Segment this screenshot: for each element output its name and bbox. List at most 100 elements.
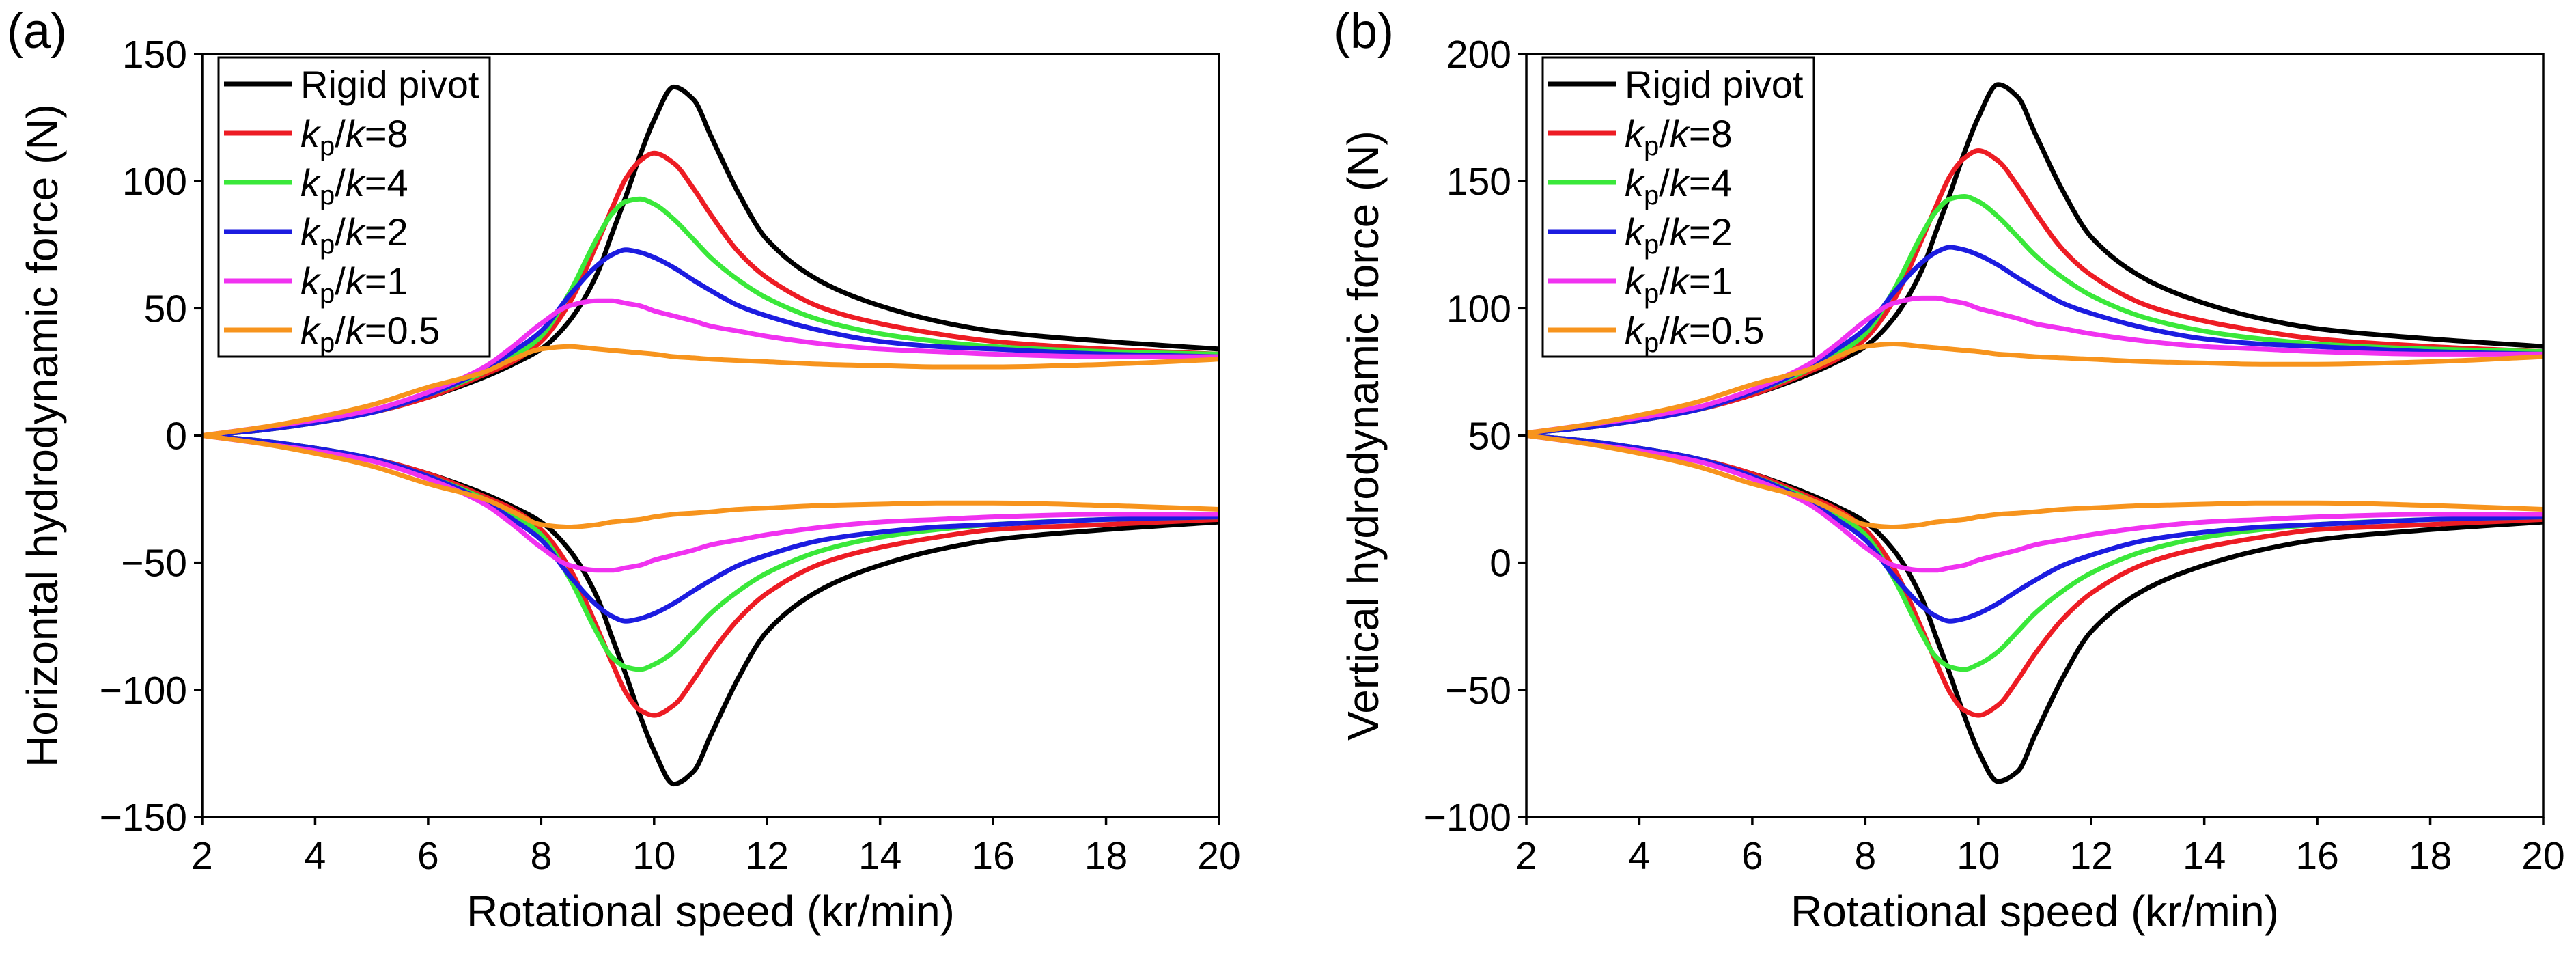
curve-rigid-pivot-lower (1526, 433, 2543, 784)
y-tick-label: −100 (100, 669, 187, 713)
legend-item-kp-k-2: kp/k=2 (1548, 210, 1733, 260)
legend-label-var2: k (346, 112, 367, 155)
legend-label-subscript: p (320, 131, 335, 161)
x-tick-label: 4 (1629, 834, 1651, 878)
x-tick-label: 20 (2521, 834, 2564, 878)
legend-label-var2: k (1670, 112, 1691, 155)
curve-kp-k-1-lower (1526, 433, 2543, 573)
curves-a (202, 84, 1219, 787)
x-tick-label: 6 (417, 834, 439, 878)
y-tick-label: −150 (100, 796, 187, 840)
y-tick-label: −50 (1445, 669, 1511, 713)
y-tick-label: 100 (122, 160, 187, 204)
curves-b (1526, 82, 2543, 784)
curve-kp-k-2-upper (202, 247, 1219, 438)
curve-kp-k-0-5-lower (202, 433, 1219, 529)
y-tick-label: 50 (144, 287, 187, 331)
curve-kp-k-1-upper (202, 298, 1219, 438)
legend-item-rigid-pivot: Rigid pivot (224, 63, 479, 106)
legend-label-value: =8 (1689, 112, 1733, 155)
y-axis-label-b: Vertical hydrodynamic force (N) (1339, 130, 1388, 741)
y-tick-label: 150 (122, 33, 187, 77)
legend-label-separator: / (335, 161, 346, 204)
legend-label-separator: / (1659, 161, 1670, 204)
legend-label: kp/k=0.5 (1625, 309, 1764, 358)
legend-label-var2: k (1670, 260, 1691, 303)
legend-item-kp-k-4: kp/k=4 (1548, 161, 1733, 210)
legend-label-subscript: p (1644, 230, 1659, 260)
legend-item-kp-k-0-5: kp/k=0.5 (1548, 309, 1764, 358)
legend-label-var2: k (346, 161, 367, 204)
legend-label-separator: / (335, 210, 346, 253)
y-tick-label: 0 (1489, 542, 1511, 585)
legend-label-value: =2 (365, 210, 408, 253)
curve-kp-k-0-5-upper (1526, 342, 2543, 436)
legend-label-subscript: p (1644, 180, 1659, 210)
x-tick-label: 16 (2295, 834, 2338, 878)
legend-label-separator: / (335, 260, 346, 303)
legend-label-subscript: p (1644, 279, 1659, 309)
x-tick-label: 2 (1515, 834, 1537, 878)
legend-label: Rigid pivot (1625, 63, 1804, 106)
legend-item-kp-k-4: kp/k=4 (224, 161, 408, 210)
x-tick-label: 2 (191, 834, 213, 878)
legend-label-var: k (300, 210, 322, 253)
legend-label-value: =1 (365, 260, 408, 303)
legend-label-var: k (1625, 260, 1646, 303)
x-tick-label: 16 (971, 834, 1014, 878)
legend-label-var: k (300, 260, 322, 303)
x-tick-label: 14 (858, 834, 901, 878)
y-tick-label: 200 (1446, 33, 1511, 77)
legend-label-var: k (1625, 112, 1646, 155)
legend-label-value: =4 (365, 161, 408, 204)
chart-panel-b: (b) 2 4 6 8 10 12 14 16 18 20 −100 −50 0 50 100 150 200 Ro… (1334, 4, 2565, 936)
legend-label-separator: / (335, 309, 346, 352)
legend-label-var2: k (1670, 210, 1691, 253)
legend-label-subscript: p (320, 230, 335, 260)
x-tick-label: 8 (1854, 834, 1876, 878)
curve-kp-k-8-lower (1526, 433, 2543, 718)
legend-item-kp-k-2: kp/k=2 (224, 210, 408, 260)
curve-kp-k-1-upper (1526, 295, 2543, 436)
legend-label-var: k (1625, 161, 1646, 204)
legend-label-subscript: p (1644, 328, 1659, 358)
legend-label: kp/k=8 (1625, 112, 1733, 161)
curve-kp-k-2-lower (202, 433, 1219, 624)
legend-label-value: =1 (1689, 260, 1733, 303)
legend-label-separator: / (1659, 309, 1670, 352)
legend-label: kp/k=4 (1625, 161, 1733, 210)
x-tick-label: 12 (2070, 834, 2113, 878)
x-tick-label: 18 (1084, 834, 1128, 878)
y-tick-label: −50 (121, 542, 187, 585)
legend-label-var: k (300, 309, 322, 352)
legend-label: kp/k=2 (300, 210, 408, 260)
legend-item-kp-k-8: kp/k=8 (224, 112, 408, 161)
legend-label: kp/k=0.5 (300, 309, 440, 358)
legend-box (1541, 56, 1815, 358)
legend-label-var2: k (1670, 309, 1691, 352)
x-tick-label: 14 (2183, 834, 2226, 878)
legend-label-value: =4 (1689, 161, 1733, 204)
legend-label-value: =8 (365, 112, 408, 155)
y-tick-label: 150 (1446, 160, 1511, 204)
legend-label: Rigid pivot (300, 63, 479, 106)
legend-label-var: k (1625, 210, 1646, 253)
x-axis-label-b: Rotational speed (kr/min) (1791, 887, 2279, 936)
legend-label-var2: k (1670, 161, 1691, 204)
legend-label-var: k (300, 112, 322, 155)
x-axis-label-a: Rotational speed (kr/min) (466, 887, 955, 936)
legend-item-kp-k-1: kp/k=1 (224, 260, 408, 309)
x-tick-label: 8 (530, 834, 552, 878)
legend-label-var: k (300, 161, 322, 204)
legend-item-kp-k-0-5: kp/k=0.5 (224, 309, 440, 358)
x-tick-label: 10 (1957, 834, 2000, 878)
legend-label: kp/k=4 (300, 161, 408, 210)
y-tick-label: 50 (1468, 415, 1511, 458)
legend-label-var2: k (346, 210, 367, 253)
curve-kp-k-0-5-lower (1526, 433, 2543, 529)
curve-kp-k-0-5-upper (202, 344, 1219, 438)
curve-kp-k-1-lower (202, 433, 1219, 573)
curve-kp-k-4-lower (202, 433, 1219, 672)
curve-kp-k-4-lower (1526, 433, 2543, 672)
